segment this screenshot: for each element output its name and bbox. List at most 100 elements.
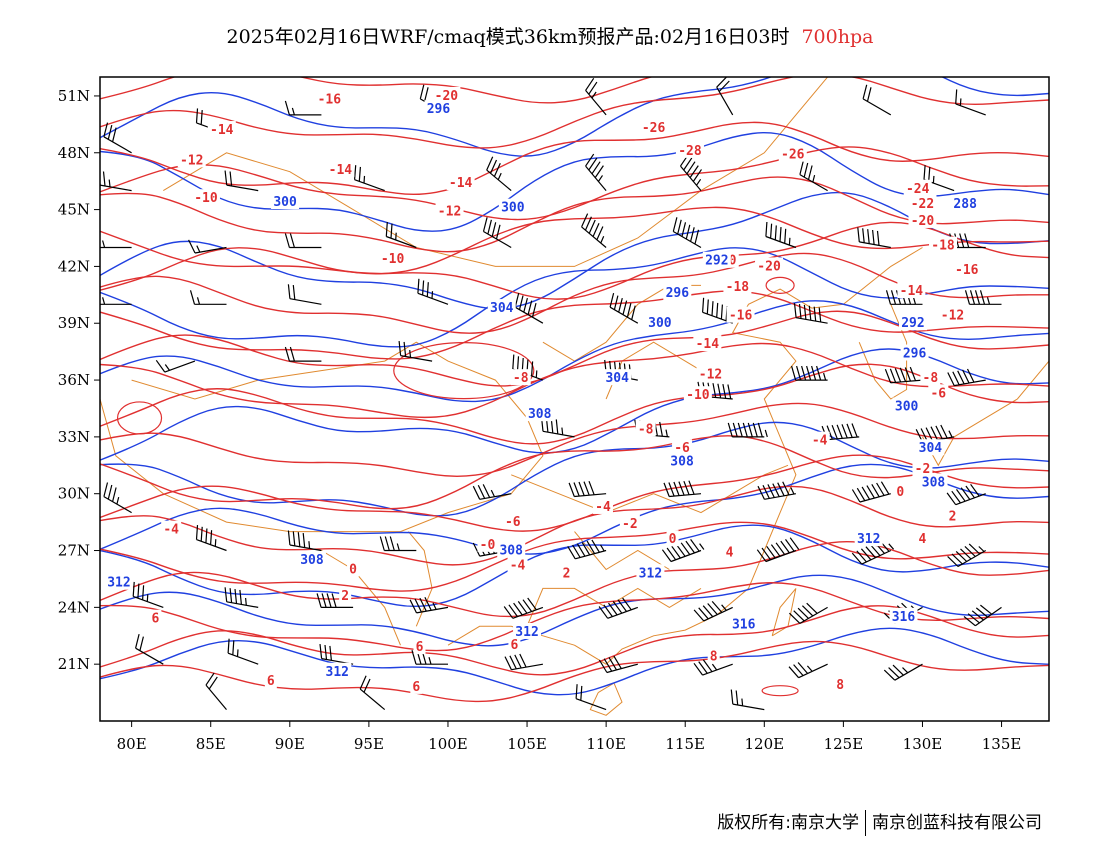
geopotential-contour xyxy=(100,300,1049,403)
wind-barb xyxy=(923,165,955,192)
temperature-contour xyxy=(100,310,1049,387)
geopotential-label-bg xyxy=(892,397,921,414)
wind-barb xyxy=(417,278,449,305)
temperature-label-bg xyxy=(619,515,640,532)
geopotential-contour xyxy=(100,524,1049,608)
wind-barbs xyxy=(100,77,1002,711)
wind-barb xyxy=(287,284,322,305)
geopotential-label-bg xyxy=(898,314,927,331)
wind-barb xyxy=(155,359,196,373)
geopotential-label-bg xyxy=(603,369,632,386)
wind-barb xyxy=(188,239,227,254)
temperature-contour xyxy=(100,290,1049,360)
wind-barb xyxy=(964,290,1002,305)
temperature-label: -10 xyxy=(194,191,218,206)
temperature-contour xyxy=(100,121,1049,196)
temperature-label: -4 xyxy=(812,434,828,449)
temperature-label: -6 xyxy=(930,386,946,401)
temperature-contour-closed xyxy=(393,341,535,400)
temperature-contour xyxy=(100,342,1049,419)
boundary-line xyxy=(858,304,908,400)
temperature-label-bg xyxy=(413,638,426,655)
wind-barb xyxy=(540,416,575,438)
contour-labels: -16-14-12-14-10-12-14-20-26-28 -26-24-22-… xyxy=(104,86,981,695)
geopotential-label: 300 xyxy=(648,316,672,331)
geopotential-label-bg xyxy=(498,198,527,215)
temperature-label: 0 xyxy=(349,562,357,577)
temperature-label-bg xyxy=(435,202,464,219)
geopotential-label-bg xyxy=(702,251,731,268)
temperature-label-bg xyxy=(928,384,949,401)
temperature-label: 8 xyxy=(710,650,718,665)
wind-barb xyxy=(411,650,448,665)
geopotential-label-bg xyxy=(525,405,554,422)
geopotential-label-bg xyxy=(645,314,674,331)
temperature-label-bg xyxy=(432,86,461,103)
title-main: 2025年02月16日WRF/cmaq模式36km预报产品:02月16日03时 xyxy=(226,26,790,48)
geopotential-label: 296 xyxy=(666,286,690,301)
geopotential-label: 312 xyxy=(857,532,880,547)
temperature-label: -14 xyxy=(449,176,473,191)
temperature-label: -10 xyxy=(381,252,405,267)
temperature-label: -12 xyxy=(941,309,964,324)
temperature-label: -10 xyxy=(686,388,710,403)
geopotential-contour xyxy=(100,77,1049,157)
x-tick-label: 115E xyxy=(665,735,705,753)
temperature-label: -16 xyxy=(955,263,979,278)
temperature-label-bg xyxy=(191,189,220,206)
wind-barb xyxy=(727,422,768,438)
boundary-line xyxy=(447,625,575,646)
temperature-label-bg xyxy=(916,530,929,547)
temperature-label: 2 xyxy=(949,509,957,524)
y-tick-label: 27N xyxy=(58,542,90,560)
temperature-contour xyxy=(100,252,1049,334)
wind-barb xyxy=(765,221,797,249)
geopotential-label-bg xyxy=(854,530,883,547)
credit-right: 南京创蓝科技有限公司 xyxy=(872,813,1042,833)
temperature-label: -6 xyxy=(674,441,690,456)
temperature-label: -8 xyxy=(638,422,654,437)
temperature-label: -2 xyxy=(915,462,931,477)
temperature-label: -26 xyxy=(781,148,805,163)
temperature-contour-closed xyxy=(761,685,799,697)
temperature-label-bg xyxy=(207,121,236,138)
wind-barb xyxy=(319,644,354,665)
temperature-contour xyxy=(100,485,1049,566)
geopotential-label: 312 xyxy=(326,665,349,680)
temperature-label-bg xyxy=(912,460,933,477)
geopotential-label-bg xyxy=(663,283,692,300)
geopotential-label: 300 xyxy=(273,195,297,210)
temperature-label: 0 xyxy=(896,485,904,500)
wind-barb xyxy=(284,233,322,249)
temperature-label-bg xyxy=(446,174,475,191)
y-tick-label: 48N xyxy=(58,144,90,162)
temperature-label: -4 xyxy=(595,500,611,515)
temperature-label: -16 xyxy=(318,93,342,108)
wind-barb xyxy=(799,160,828,192)
temperature-label: -22 xyxy=(911,197,934,212)
geopotential-label-bg xyxy=(271,193,300,210)
geopotential-label: 316 xyxy=(892,610,916,625)
wind-barb xyxy=(504,653,544,671)
geopotential-label: 308 xyxy=(528,407,552,422)
boundary-line xyxy=(771,588,797,637)
temperature-label: 4 xyxy=(726,545,734,560)
temperature-contour-closed xyxy=(116,401,163,435)
x-tick-label: 135E xyxy=(982,735,1022,753)
wind-barb xyxy=(672,217,702,249)
y-tick-label: 45N xyxy=(58,201,90,219)
geopotential-contour xyxy=(100,131,1049,232)
temperature-contour xyxy=(100,221,1049,300)
temperature-label-bg xyxy=(378,249,407,266)
temperature-label: -26 xyxy=(642,121,666,136)
wind-barb xyxy=(788,662,828,679)
wind-barb xyxy=(100,297,132,305)
wind-barb xyxy=(224,170,259,192)
y-tick-label: 51N xyxy=(58,87,90,105)
x-tick-label: 95E xyxy=(354,735,384,753)
temperature-contour xyxy=(100,402,1049,477)
y-tick-label: 36N xyxy=(58,371,90,389)
temperature-label-bg xyxy=(635,420,656,437)
temperature-label-bg xyxy=(326,160,355,177)
temperature-label-bg xyxy=(755,257,784,274)
